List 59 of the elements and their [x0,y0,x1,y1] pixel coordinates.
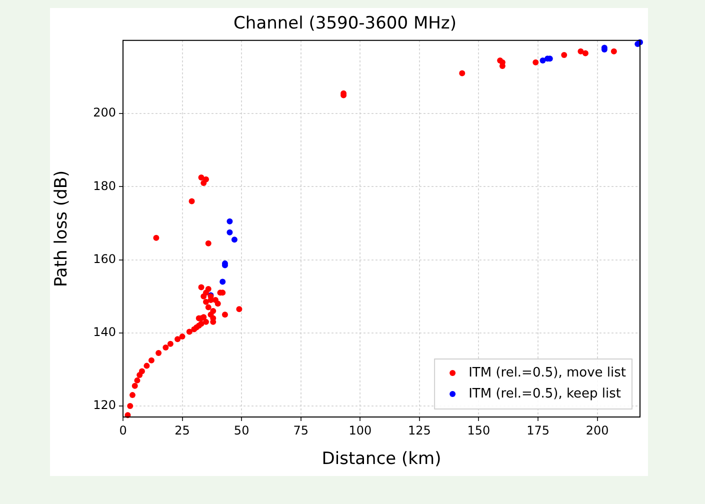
y-tick-label: 140 [93,325,116,340]
point [582,50,588,56]
point [179,334,186,340]
point [236,306,242,312]
legend-label: ITM (rel.=0.5), keep list [468,386,622,402]
point [134,377,140,384]
point [156,350,162,356]
point [231,236,238,243]
point [198,174,204,181]
point [186,328,192,335]
x-tick-label: 150 [467,423,490,438]
point [203,298,210,305]
y-tick-label: 200 [93,106,116,120]
x-tick-label: 125 [408,423,431,438]
point [174,336,181,342]
point [129,392,136,398]
x-tick-label: 0 [119,423,127,438]
point [226,218,233,224]
x-axis-title: Distance (km) [322,449,442,470]
point [540,58,546,64]
point [127,403,134,410]
x-tick-label: 100 [348,423,372,438]
point [220,278,226,285]
point [532,59,539,66]
point [198,284,204,290]
point [200,314,207,320]
point [222,312,228,318]
point [144,362,150,369]
point [578,48,584,54]
x-tick-label: 25 [174,423,190,438]
y-tick-label: 160 [93,252,116,266]
point [205,286,212,292]
point [205,240,212,246]
y-axis-title: Path loss (dB) [52,170,72,288]
point [205,304,212,310]
point [210,308,216,314]
point [226,229,233,236]
y-tick-label: 180 [93,178,116,193]
point [138,368,145,374]
point [162,344,169,351]
point [203,318,210,325]
x-tick-label: 75 [293,423,309,438]
point [200,180,207,186]
point [188,198,195,204]
point [198,320,204,327]
y-tick-label: 120 [93,398,116,412]
point [148,357,154,364]
point [459,70,466,76]
x-tick-label: 175 [526,423,550,438]
x-tick-label: 50 [234,423,250,438]
point [610,48,617,54]
point [153,234,160,241]
point [132,382,138,389]
point [214,300,221,307]
x-tick-label: 200 [586,423,609,438]
legend-label: ITM (rel.=0.5), move list [468,365,626,380]
chart-title: Channel (3590-3600 MHz) [234,14,456,34]
point [561,52,568,58]
point [167,340,174,347]
